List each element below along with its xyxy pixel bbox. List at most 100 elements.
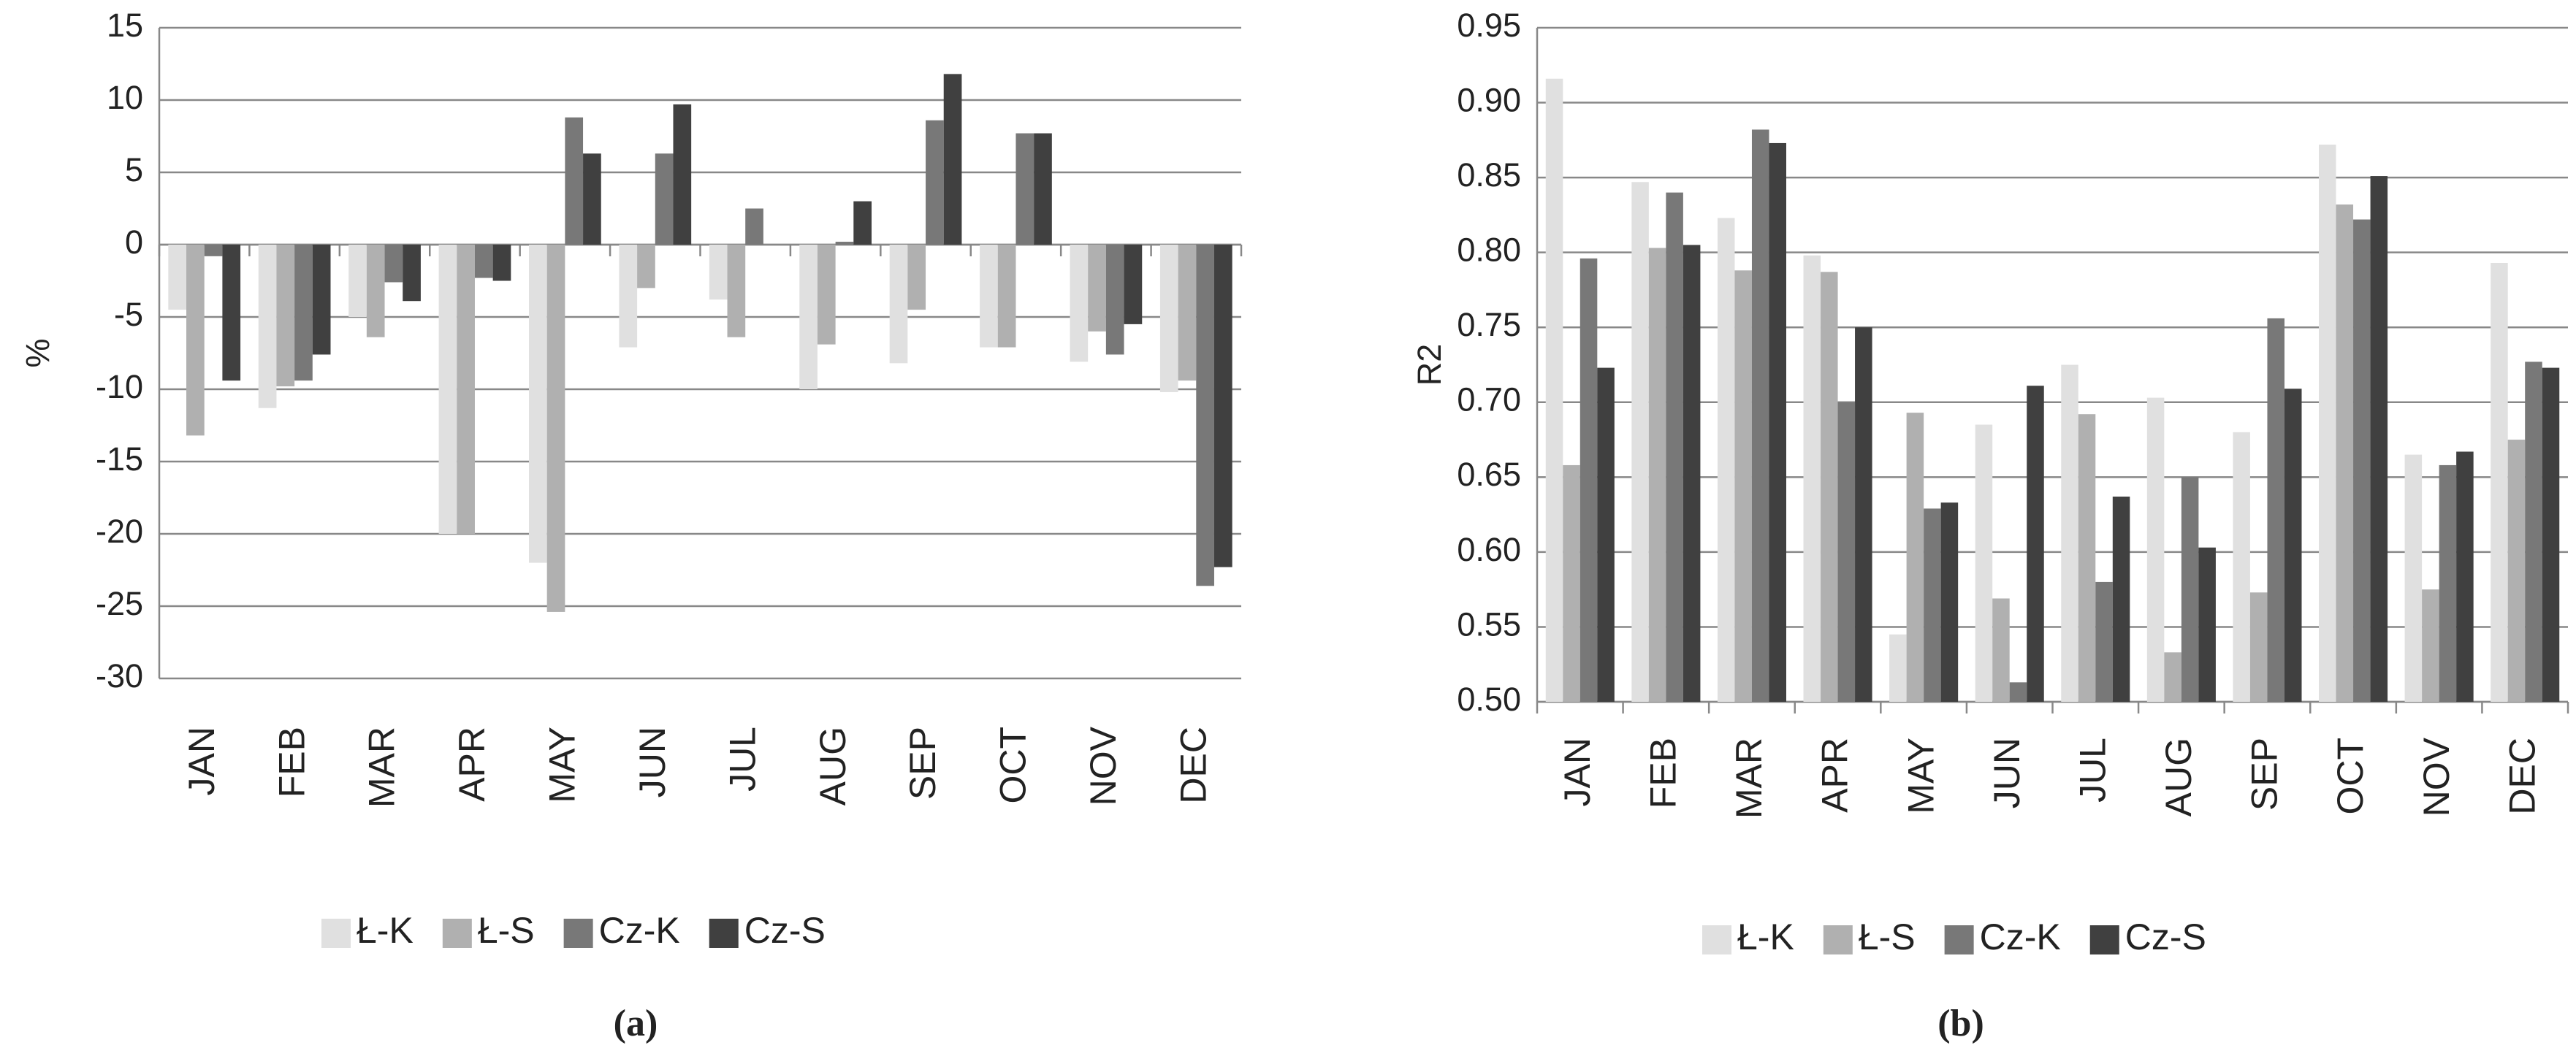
bar (2353, 219, 2371, 702)
bar (1924, 508, 1941, 702)
x-tick-label: OCT (2330, 738, 2371, 815)
bar (546, 245, 565, 612)
y-tick-label: 0.90 (1457, 81, 1521, 118)
bar (1769, 142, 1786, 703)
x-tick-label: AUG (2158, 738, 2199, 816)
x-tick-label: JUN (1986, 738, 2027, 808)
bar (2112, 496, 2130, 702)
bar (204, 245, 223, 256)
bar (1837, 402, 1856, 702)
bar (186, 245, 205, 436)
bar (2525, 361, 2542, 702)
caption: (a) (614, 1003, 658, 1044)
bar (1734, 270, 1752, 702)
x-tick-label: MAR (362, 727, 403, 808)
y-tick-label: 15 (107, 7, 143, 44)
bar (583, 153, 601, 245)
y-tick-label: -20 (96, 513, 143, 550)
bar (1631, 182, 1649, 702)
bar (1159, 245, 1178, 392)
bar (2027, 386, 2044, 702)
x-tick-label: NOV (2416, 737, 2457, 816)
bar (438, 245, 457, 534)
bar (565, 117, 584, 245)
bar (980, 245, 998, 348)
y-tick-label: 0.80 (1457, 232, 1521, 269)
bar (655, 153, 674, 245)
bar (366, 245, 385, 337)
bar (2078, 414, 2096, 702)
y-tick-label: -10 (96, 368, 143, 405)
bar (1070, 245, 1089, 362)
x-tick-label: FEB (1643, 738, 1684, 808)
y-tick-label: 5 (125, 151, 143, 188)
legend-label: Cz-S (744, 910, 826, 951)
bar (1751, 129, 1769, 702)
bar (1178, 245, 1197, 381)
bar (637, 245, 655, 288)
x-tick-label: FEB (271, 727, 312, 797)
bar (2404, 454, 2423, 702)
bar (926, 120, 944, 245)
bar (1124, 245, 1143, 324)
bar (1034, 133, 1052, 245)
bar (1213, 245, 1232, 567)
x-tick-label: DEC (1173, 727, 1213, 804)
bar (312, 245, 331, 355)
y-tick-label: 0.65 (1457, 456, 1521, 493)
x-tick-label: JAN (181, 727, 222, 795)
bar (1545, 78, 1563, 702)
x-tick-label: JUN (632, 727, 673, 797)
y-tick-label: -15 (96, 440, 143, 478)
y-tick-label: 0.50 (1457, 681, 1521, 718)
bar (1015, 133, 1034, 245)
bar (1579, 258, 1598, 703)
legend-swatch (563, 919, 593, 948)
bar (1563, 464, 1580, 702)
bar (1717, 218, 1735, 703)
bar (1940, 502, 1959, 702)
bar (1803, 255, 1821, 702)
bar (709, 245, 728, 300)
bar (943, 74, 962, 245)
bar (1088, 245, 1106, 332)
x-tick-label: DEC (2501, 738, 2542, 815)
bar (294, 245, 313, 381)
bar (474, 245, 493, 278)
y-tick-label: 0.95 (1457, 7, 1521, 44)
x-tick-label: MAR (1729, 738, 1769, 819)
x-tick-label: NOV (1083, 726, 1124, 806)
legend-swatch (2089, 925, 2119, 954)
x-tick-label: APR (451, 727, 492, 802)
legend-swatch (442, 919, 472, 948)
y-tick-label: -25 (96, 585, 143, 622)
legend-label: Ł-K (357, 910, 414, 951)
bar (529, 245, 547, 563)
bar (2507, 440, 2526, 702)
legend-swatch (1823, 925, 1853, 954)
legend-swatch (1944, 925, 1974, 954)
bar (907, 245, 926, 310)
x-tick-label: SEP (2244, 738, 2285, 811)
bar (2198, 547, 2216, 702)
bar (2456, 451, 2474, 702)
bar (1889, 634, 1907, 702)
x-tick-label: MAY (1900, 738, 1941, 814)
bar (2267, 318, 2285, 703)
bar (2233, 432, 2250, 702)
x-tick-label: JUL (722, 727, 763, 792)
bar (1992, 598, 2010, 702)
y-tick-label: -30 (96, 657, 143, 695)
x-tick-label: APR (1815, 738, 1856, 813)
bar (2422, 589, 2439, 702)
y-axis-label: R2 (1411, 344, 1448, 386)
bar (835, 242, 854, 245)
y-tick-label: 10 (107, 79, 143, 116)
bar (1597, 367, 1615, 702)
bar (457, 245, 475, 534)
y-tick-label: 0.85 (1457, 156, 1521, 194)
bar (1975, 424, 1993, 702)
bar (1683, 245, 1701, 702)
legend-label: Ł-S (1859, 917, 1916, 957)
